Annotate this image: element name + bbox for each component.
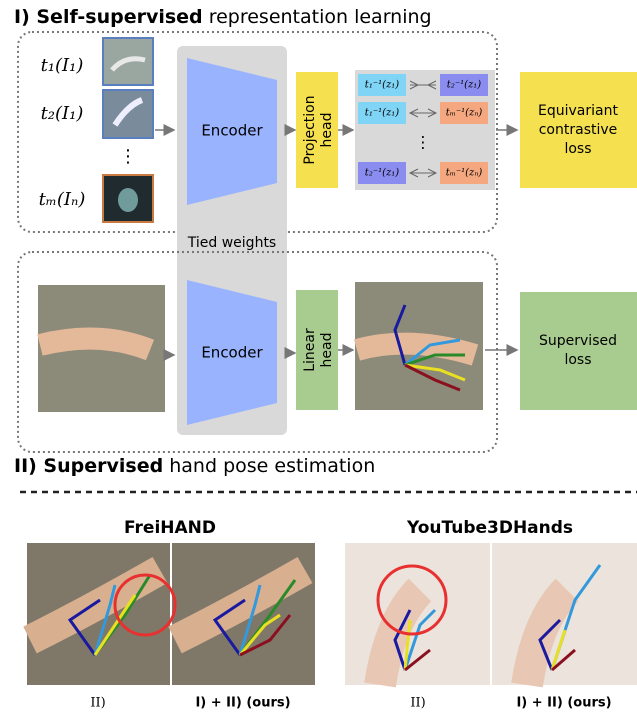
head-label: head <box>319 113 335 148</box>
input-label: t₁(I₁) <box>41 55 84 76</box>
pair-text: tₘ⁻¹(zₙ) <box>446 168 483 179</box>
loss-label: Supervised <box>539 333 617 349</box>
pair-text: t₁⁻¹(z₁) <box>365 108 399 119</box>
loss-box <box>520 292 637 410</box>
encoder-label: Encoder <box>201 344 263 362</box>
dataset-title: FreiHAND <box>124 518 216 538</box>
encoder <box>187 58 277 205</box>
pair-cell <box>358 102 406 124</box>
caption: II) <box>410 696 425 711</box>
attract <box>409 80 437 90</box>
error-circle <box>376 564 448 636</box>
hand <box>511 578 579 688</box>
input-label: t₂(I₁) <box>41 103 84 124</box>
input-label: tₘ(Iₙ) <box>39 189 86 210</box>
repel <box>408 108 438 118</box>
pair-cell <box>440 102 488 124</box>
pair-text: tₘ⁻¹(zₙ) <box>446 108 483 119</box>
loss-label: loss <box>564 141 591 157</box>
sup-box <box>17 251 498 453</box>
ssl-box <box>17 31 498 233</box>
hand <box>112 97 144 127</box>
section-title-bold: II) Supervised <box>14 455 163 477</box>
hand <box>118 188 138 212</box>
section-title: II) Supervised hand pose estimation <box>14 455 375 477</box>
projection-head <box>296 72 338 188</box>
loss-label: loss <box>564 352 591 368</box>
hand <box>37 327 155 361</box>
pair-cell <box>440 162 488 184</box>
hand <box>168 556 313 654</box>
skeleton <box>393 304 466 392</box>
section-title: I) Self-supervised representation learni… <box>14 6 432 28</box>
pair-cell <box>358 74 406 96</box>
caption: II) <box>90 696 105 711</box>
error-circle <box>113 573 177 637</box>
ellipsis: ⋮ <box>119 146 137 167</box>
pair-text: t₂⁻¹(z₁) <box>447 80 481 91</box>
pair-text: t₂⁻¹(z₁) <box>365 168 399 179</box>
caption: I) + II) (ours) <box>195 696 290 711</box>
head-label: head <box>319 333 335 368</box>
encoder-label: Encoder <box>201 122 263 140</box>
pair-cell <box>358 162 406 184</box>
section-title-rest: representation learning <box>209 6 432 28</box>
section-title-rest: hand pose estimation <box>169 455 375 477</box>
head-label: Projection <box>302 95 318 164</box>
pair-text: t₁⁻¹(z₁) <box>365 80 399 91</box>
hand <box>23 556 168 654</box>
encoder <box>187 280 277 425</box>
repel <box>408 168 438 178</box>
dataset-title: YouTube3DHands <box>406 518 573 538</box>
pair-cell <box>440 74 488 96</box>
loss-label: Equivariant <box>538 103 618 119</box>
loss-label: contrastive <box>539 122 618 138</box>
section-title-bold: I) Self-supervised <box>14 6 203 28</box>
hand <box>110 56 146 72</box>
skeleton <box>67 564 602 672</box>
caption: I) + II) (ours) <box>516 696 611 711</box>
linear-head <box>296 290 338 410</box>
ellipsis: ⋮ <box>415 133 431 152</box>
head-label: Linear <box>302 328 318 372</box>
tied-weights: Tied weights <box>187 235 276 251</box>
input-image <box>102 89 154 139</box>
hand <box>354 332 479 366</box>
loss-box <box>520 72 637 188</box>
